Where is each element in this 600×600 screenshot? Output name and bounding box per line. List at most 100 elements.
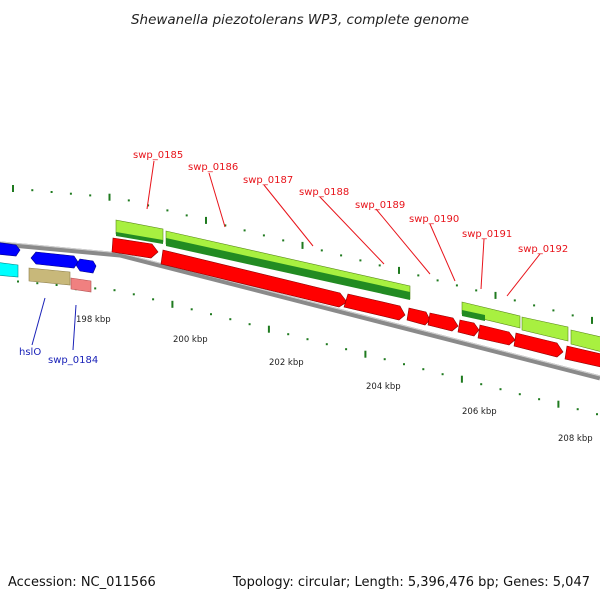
outer-minor-tick: [127, 199, 130, 202]
inner-minor-tick: [36, 282, 39, 285]
outer-minor-tick: [378, 264, 381, 267]
inner-minor-tick: [94, 287, 97, 290]
gene-olive-hslo[interactable]: [28, 267, 71, 286]
gene-red-swp0185[interactable]: [111, 237, 159, 259]
gene-red-swp0186-0187[interactable]: [160, 249, 348, 308]
outer-minor-tick: [166, 209, 169, 212]
inner-minor-tick: [576, 408, 579, 411]
inner-minor-tick: [152, 298, 155, 301]
inner-minor-tick: [403, 363, 405, 366]
inner-minor-tick: [345, 348, 348, 351]
label-swp-0191[interactable]: swp_0191: [462, 229, 512, 240]
inner-minor-tick: [383, 358, 386, 361]
label-swp-0188[interactable]: swp_0188: [299, 187, 349, 198]
top-gene-callouts: [146, 160, 541, 297]
outer-minor-tick: [282, 239, 285, 242]
label-swp-0185[interactable]: swp_0185: [133, 150, 183, 161]
gene-red-swp0190a[interactable]: [427, 312, 459, 332]
gene-blue-swp0184-small[interactable]: [75, 258, 97, 274]
kbp-label-206: 206 kbp: [462, 407, 497, 417]
label-swp-0184[interactable]: swp_0184: [48, 355, 98, 366]
outer-minor-tick: [571, 314, 574, 317]
gene-blue-hslo-region[interactable]: [30, 251, 79, 269]
outer-major-tick: [108, 193, 111, 201]
inner-major-tick: [171, 300, 174, 308]
gene-red-swp0191[interactable]: [477, 324, 516, 346]
outer-minor-tick: [533, 304, 536, 307]
outer-minor-tick: [513, 299, 516, 302]
inner-minor-tick: [422, 368, 425, 371]
gene-dkgreen-under-swp0185[interactable]: [116, 232, 163, 244]
outer-major-tick: [494, 291, 497, 299]
label-swp-0190[interactable]: swp_0190: [409, 214, 459, 225]
inner-minor-tick: [480, 383, 483, 386]
inner-minor-tick: [17, 280, 19, 283]
gene-red-swp0188[interactable]: [343, 293, 406, 321]
outer-minor-tick: [31, 189, 34, 192]
outer-minor-tick: [224, 224, 227, 227]
inner-minor-tick: [325, 343, 328, 346]
gene-cyan-left[interactable]: [0, 262, 19, 278]
outer-minor-tick: [436, 279, 439, 282]
scale-labels: 198 kbp 200 kbp 202 kbp 204 kbp 206 kbp …: [76, 315, 593, 444]
bottom-gene-callouts: [31, 297, 77, 351]
gene-red-swp0189[interactable]: [406, 307, 431, 326]
outer-minor-tick: [455, 284, 458, 287]
gene-red-swp0192[interactable]: [513, 332, 564, 358]
genome-summary-text: Topology: circular; Length: 5,396,476 bp…: [232, 575, 590, 590]
outer-minor-tick: [243, 229, 246, 232]
inner-minor-tick: [55, 284, 58, 286]
label-swp-0187[interactable]: swp_0187: [243, 175, 293, 186]
gene-red-right-edge[interactable]: [564, 345, 600, 369]
label-swp-0189[interactable]: swp_0189: [355, 200, 405, 211]
kbp-label-202: 202 kbp: [269, 358, 304, 368]
outer-minor-tick: [262, 234, 265, 237]
inner-minor-tick: [538, 398, 541, 401]
tick-row-inner: [17, 280, 598, 416]
outer-minor-tick: [359, 259, 362, 262]
outer-minor-tick: [89, 194, 92, 197]
inner-minor-tick: [518, 393, 521, 396]
gene-dkgreen-swp0191[interactable]: [462, 310, 485, 321]
gene-red-swp0190b[interactable]: [457, 319, 480, 337]
inner-major-tick: [364, 350, 367, 358]
label-hslo[interactable]: hslO: [19, 347, 41, 358]
outer-minor-tick: [147, 204, 150, 207]
gene-lime-right-edge[interactable]: [570, 329, 600, 354]
label-swp-0192[interactable]: swp_0192: [518, 244, 568, 255]
kbp-label-204: 204 kbp: [366, 382, 401, 392]
accession-text: Accession: NC_011566: [8, 575, 156, 590]
bottom-gene-labels: hslO swp_0184: [19, 347, 98, 366]
outer-minor-tick: [417, 274, 420, 277]
outer-major-tick: [591, 316, 593, 324]
gene-dkgreen-swp0186-0188[interactable]: [166, 238, 410, 300]
kbp-label-198: 198 kbp: [76, 315, 111, 325]
outer-major-tick: [205, 216, 207, 224]
outer-major-tick: [398, 266, 400, 274]
inner-major-tick: [557, 400, 560, 408]
gene-blue-left[interactable]: [0, 242, 21, 257]
genome-backbone: [0, 241, 600, 381]
inner-minor-tick: [306, 338, 309, 341]
kbp-label-200: 200 kbp: [173, 335, 208, 345]
outer-minor-tick: [552, 309, 555, 312]
inner-minor-tick: [132, 293, 135, 296]
inner-minor-tick: [248, 323, 251, 326]
outer-minor-tick: [320, 249, 323, 252]
inner-major-tick: [460, 375, 463, 383]
gene-lime-swp0192[interactable]: [521, 316, 569, 342]
tick-row-outer: [12, 185, 593, 324]
inner-minor-tick: [113, 289, 116, 292]
red-gene-track: [111, 237, 600, 369]
inner-minor-tick: [287, 333, 290, 336]
outer-minor-tick: [185, 214, 188, 217]
label-swp-0186[interactable]: swp_0186: [188, 162, 238, 173]
kbp-label-208: 208 kbp: [558, 434, 593, 444]
outer-minor-tick: [69, 192, 72, 195]
inner-minor-tick: [229, 318, 232, 321]
map-title: Shewanella piezotolerans WP3, complete g…: [131, 12, 469, 28]
green-gene-track: [115, 219, 600, 354]
inner-minor-tick: [596, 413, 598, 416]
gene-pink-swp0184[interactable]: [70, 277, 92, 293]
